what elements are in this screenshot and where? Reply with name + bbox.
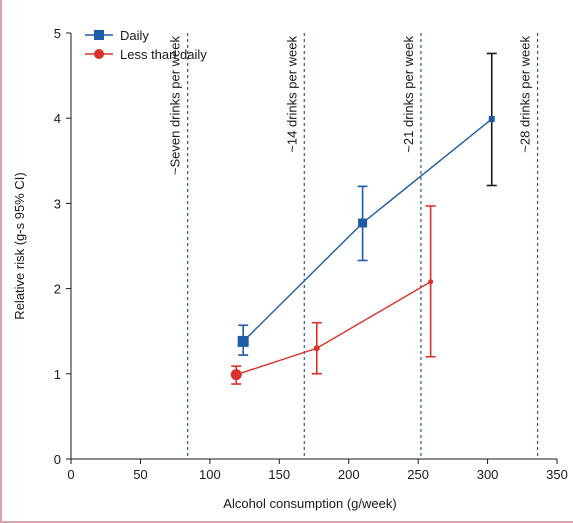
y-axis-label: Relative risk (g-s 95% CI) [12, 172, 27, 319]
x-tick-label: 300 [477, 467, 499, 482]
y-tick-label: 2 [54, 282, 61, 297]
legend-square-icon [94, 30, 104, 40]
y-tick-label: 4 [54, 111, 61, 126]
legend-circle-icon [94, 49, 104, 59]
reference-line-label: ~14 drinks per week [284, 36, 299, 153]
data-point [230, 369, 242, 381]
legend-item: Daily [85, 28, 149, 43]
y-tick-label: 3 [54, 196, 61, 211]
series-line [242, 118, 493, 342]
x-tick-label: 250 [407, 467, 429, 482]
reference-line-label: ~Seven drinks per week [168, 36, 183, 176]
legend: Daily Less than daily [85, 28, 207, 62]
data-point [237, 335, 249, 347]
data-point [428, 279, 434, 285]
series-less-than-daily [230, 205, 436, 385]
data-point [313, 345, 320, 352]
reference-line-label: ~21 drinks per week [401, 36, 416, 153]
x-tick-label: 0 [67, 467, 74, 482]
y-tick-label: 0 [54, 452, 61, 467]
legend-label: Less than daily [120, 47, 207, 62]
x-tick-label: 150 [268, 467, 290, 482]
y-tick-label: 5 [54, 26, 61, 41]
reference-lines: ~Seven drinks per week ~14 drinks per wee… [168, 33, 539, 459]
x-tick-label: 350 [546, 467, 568, 482]
x-tick-label: 50 [133, 467, 147, 482]
x-tick-label: 100 [199, 467, 221, 482]
axes: 0 50 100 150 200 250 300 350 0 1 2 3 4 5 Alcohol consu… [12, 26, 568, 511]
series-line [236, 281, 431, 376]
series-daily [237, 52, 497, 356]
y-tick-label: 1 [54, 367, 61, 382]
series-group [230, 52, 497, 385]
reference-line-label: ~28 drinks per week [518, 36, 533, 153]
x-tick-label: 200 [338, 467, 360, 482]
legend-label: Daily [120, 28, 149, 43]
x-axis-label: Alcohol consumption (g/week) [223, 496, 396, 511]
legend-item: Less than daily [85, 47, 207, 62]
data-point [358, 218, 368, 228]
data-point [488, 116, 495, 123]
